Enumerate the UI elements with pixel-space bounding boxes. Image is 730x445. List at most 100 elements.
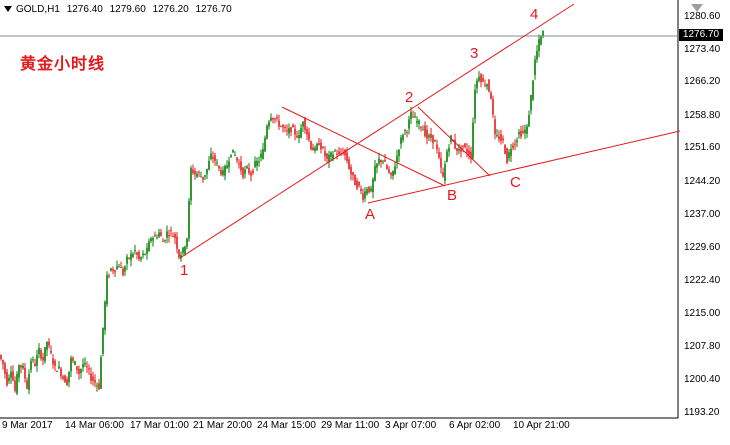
candle-body	[252, 170, 254, 173]
wave-label-1: 1	[180, 262, 189, 279]
candle-body	[196, 173, 198, 177]
price-tick-label: 1200.40	[684, 374, 721, 386]
candle-body	[520, 130, 522, 137]
candle-body	[246, 166, 248, 169]
candle-body	[180, 254, 182, 259]
candle-body	[496, 135, 498, 137]
candle-body	[296, 135, 298, 138]
candle-body	[314, 147, 316, 151]
candle-body	[504, 145, 506, 154]
candle-body	[68, 371, 70, 383]
candle-body	[420, 127, 422, 129]
wave-label-c: C	[510, 174, 521, 191]
price-tick-label: 1266.20	[684, 76, 721, 88]
candle-body	[512, 145, 514, 148]
candle-body	[498, 136, 500, 140]
candle-body	[360, 188, 362, 192]
candle-body	[484, 84, 486, 86]
candle-body	[348, 159, 350, 169]
candle-body	[132, 254, 134, 257]
upper-trendline[interactable]	[179, 3, 575, 259]
candle-body	[134, 249, 136, 251]
candle-body	[440, 157, 442, 168]
candle-body	[236, 157, 238, 161]
candle-body	[426, 129, 428, 139]
candle-body	[518, 132, 520, 135]
candle-body	[8, 377, 10, 381]
candle-body	[248, 167, 250, 173]
candle-body	[304, 118, 306, 130]
candle-body	[186, 238, 188, 247]
price-tick-label: 1258.80	[684, 109, 721, 121]
candle-body	[328, 154, 330, 162]
candle-body	[442, 172, 444, 177]
candle-body	[112, 269, 114, 271]
lower-trendline[interactable]	[367, 130, 681, 204]
candle-body	[368, 186, 370, 193]
candle-body	[164, 240, 166, 242]
candle-body	[64, 375, 66, 383]
symbol-label: GOLD,H1	[16, 4, 60, 15]
candle-body	[382, 161, 384, 163]
time-tick-label: 24 Mar 15:00	[257, 420, 316, 431]
price-tick-label: 1251.60	[684, 142, 721, 154]
candle-body	[100, 357, 102, 389]
candle-body	[406, 131, 408, 133]
candle-body	[270, 117, 272, 121]
candle-body	[308, 132, 310, 140]
candle-body	[400, 137, 402, 144]
abc-line-2-c[interactable]	[417, 106, 491, 177]
candle-body	[538, 39, 540, 52]
candle-body	[522, 130, 524, 133]
candle-body	[278, 120, 280, 127]
candle-body	[526, 126, 528, 134]
candle-body	[302, 121, 304, 127]
time-tick-label: 9 Mar 2017	[2, 420, 53, 431]
candle-body	[102, 327, 104, 354]
candle-body	[366, 189, 368, 194]
abc-line-1-a[interactable]	[281, 106, 446, 187]
candle-body	[326, 153, 328, 159]
candle-body	[536, 50, 538, 60]
candle-body	[264, 137, 266, 152]
open-value: 1276.40	[66, 4, 103, 15]
candle-body	[126, 256, 128, 264]
candle-body	[244, 169, 246, 174]
candle-body	[242, 167, 244, 178]
candle-body	[390, 172, 392, 176]
candle-body	[262, 149, 264, 159]
candle-body	[524, 129, 526, 134]
candle-body	[374, 165, 376, 181]
candle-body	[120, 267, 122, 269]
candle-body	[288, 128, 290, 134]
candle-body	[4, 363, 6, 374]
candle-body	[300, 128, 302, 138]
wave-label-a: A	[365, 206, 376, 223]
candle-body	[362, 193, 364, 200]
candle-body	[190, 167, 192, 201]
candle-body	[352, 172, 354, 176]
candle-body	[460, 147, 462, 152]
candle-body	[286, 130, 288, 132]
candle-body	[90, 373, 92, 381]
candle-body	[28, 373, 30, 391]
triangle-down-icon[interactable]	[4, 6, 12, 13]
candle-body	[154, 234, 156, 237]
candle-body	[142, 253, 144, 256]
candle-body	[12, 371, 14, 381]
candle-body	[52, 358, 54, 365]
candle-body	[148, 241, 150, 252]
candle-body	[14, 380, 16, 391]
candle-body	[424, 125, 426, 137]
shift-arrow-icon[interactable]	[691, 4, 703, 12]
time-tick-label: 10 Apr 21:00	[513, 420, 570, 431]
candle-body	[118, 266, 120, 268]
candle-body	[510, 148, 512, 157]
candle-body	[422, 129, 424, 131]
candle-body	[386, 165, 388, 169]
candle-body	[156, 237, 158, 239]
candle-body	[144, 253, 146, 255]
candle-body	[86, 366, 88, 368]
price-tick-label: 1237.00	[684, 208, 721, 220]
